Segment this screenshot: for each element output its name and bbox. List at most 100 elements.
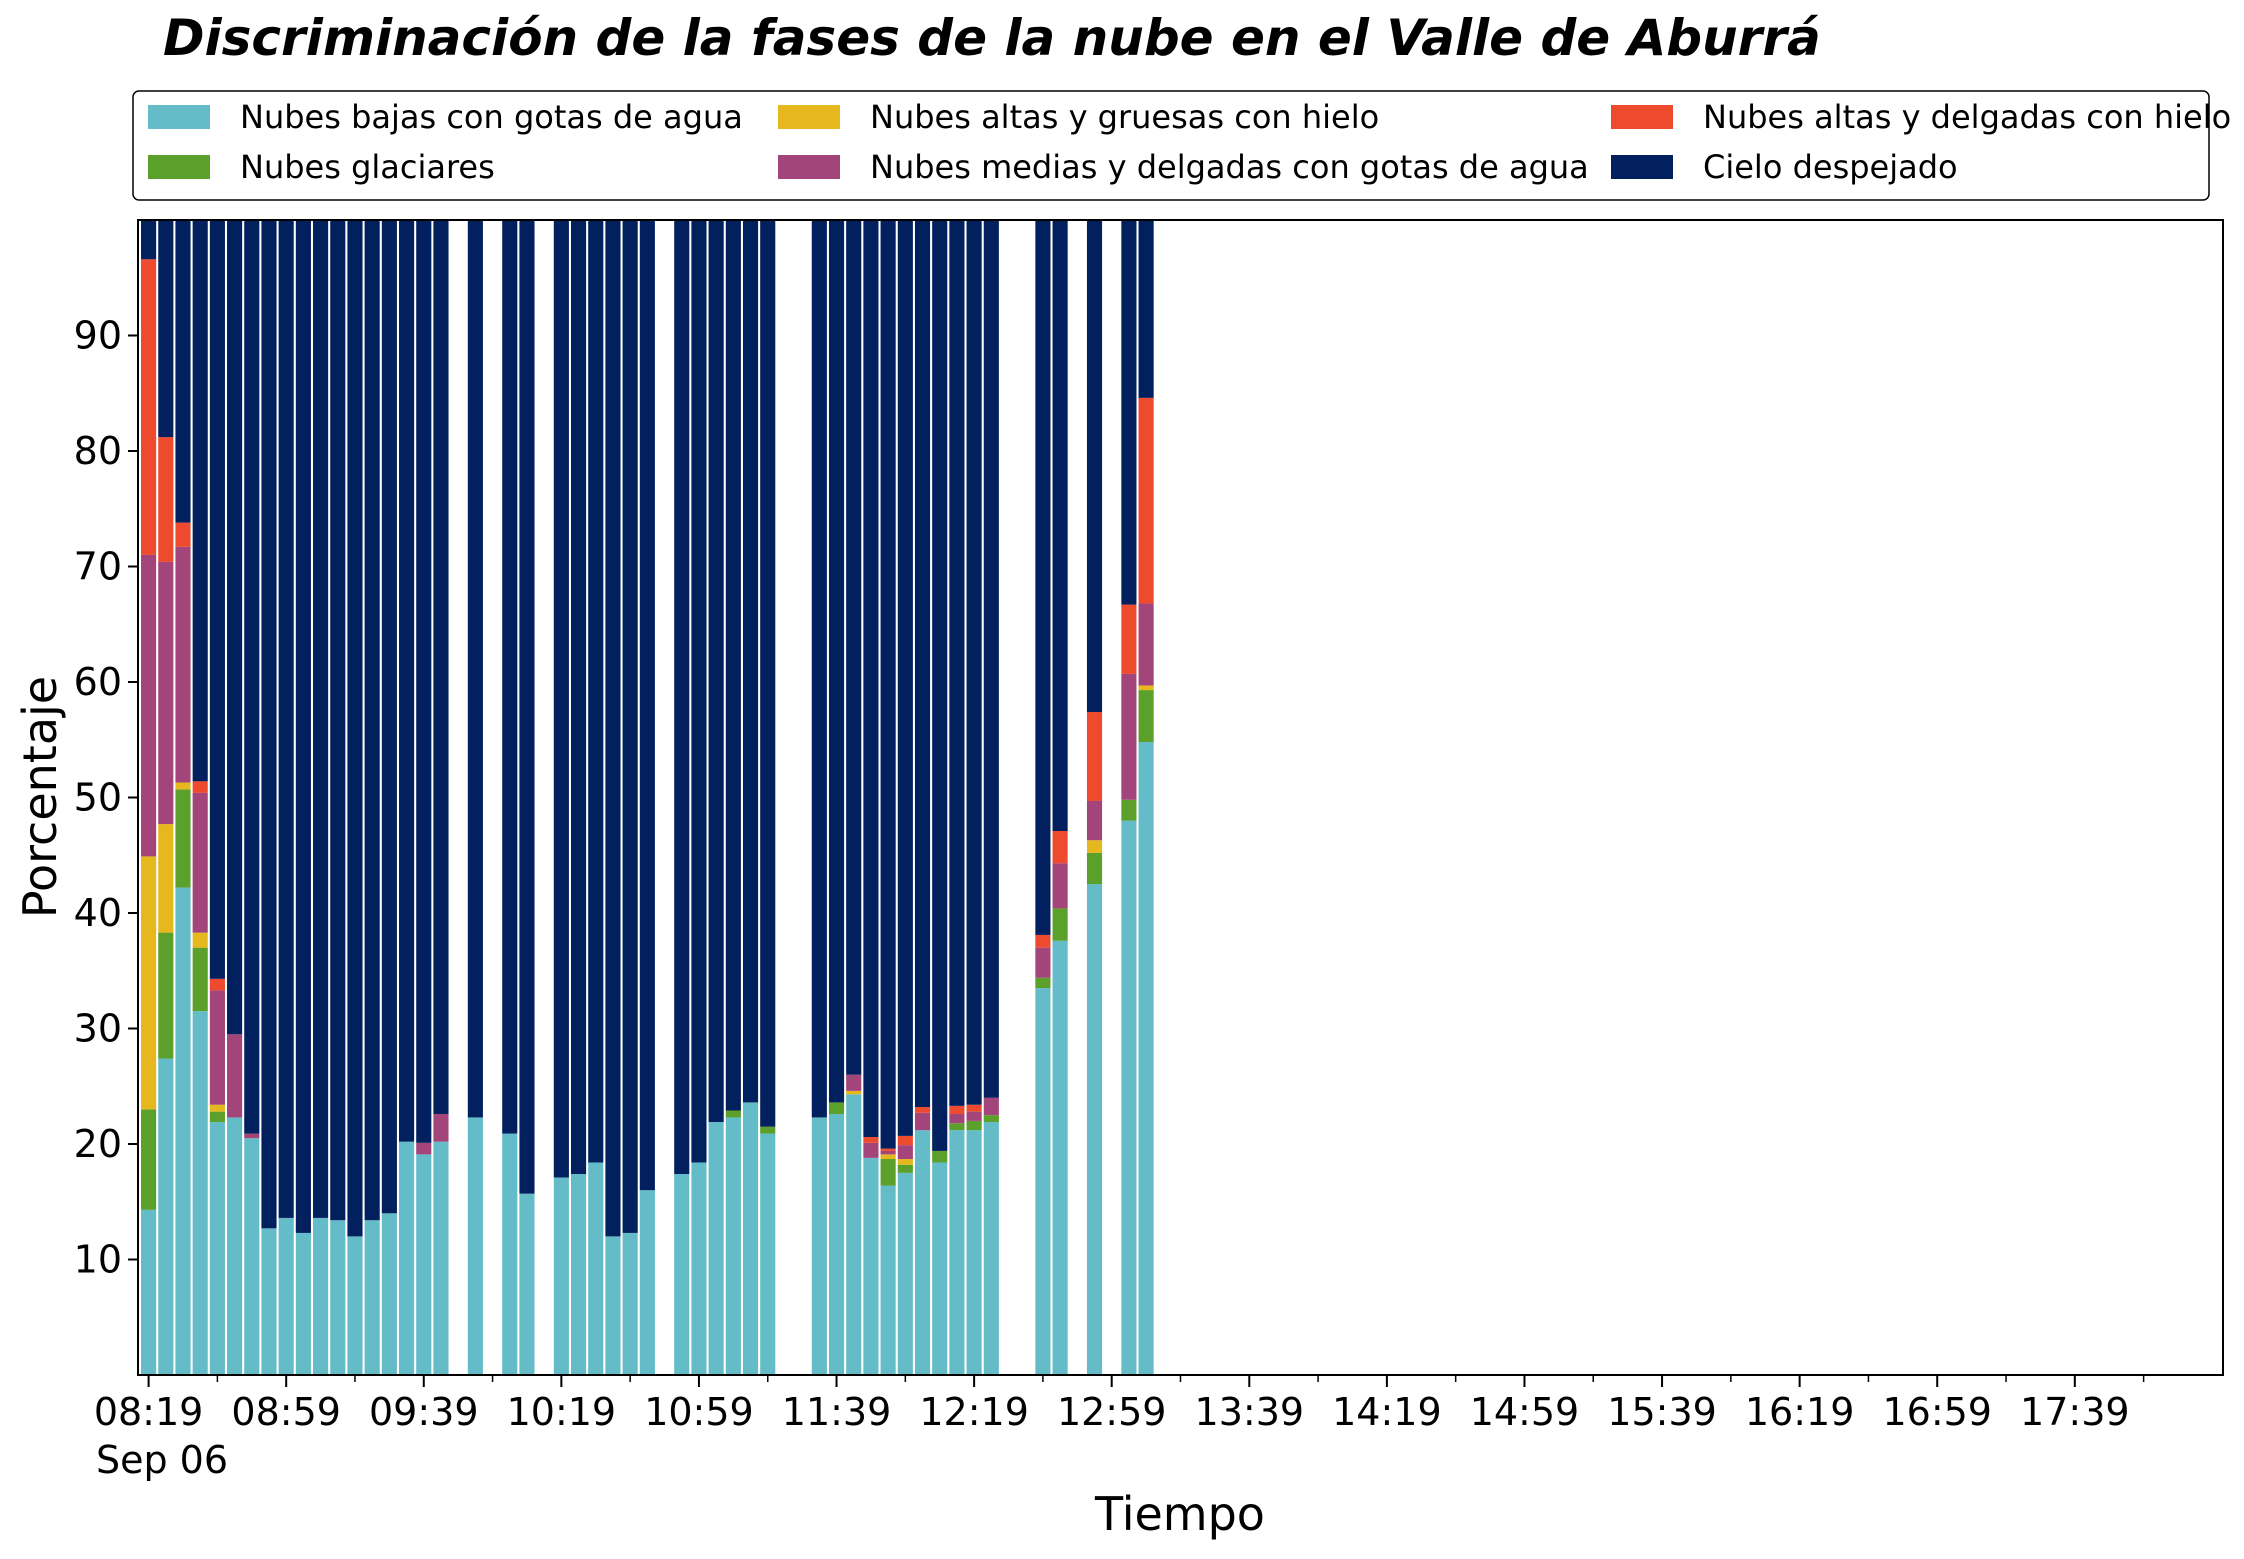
series-1 [141,690,1154,1210]
y-tick-label: 30 [74,1007,122,1051]
bar-segment-4-0824 [158,437,174,562]
legend-swatch [148,155,210,179]
y-tick-label: 50 [74,776,122,820]
bar-segment-5-0904 [295,220,311,1233]
bar-segment-4-0834 [192,781,208,793]
legend-swatch [778,105,840,129]
bar-segment-4-0829 [175,522,191,547]
bar-segment-1-1154 [880,1159,896,1186]
bar-segment-5-0914 [330,220,346,1221]
bar-segment-1-1214 [949,1123,965,1131]
x-tick-label: 14:19 [1332,1390,1442,1434]
bar-segment-4-1239 [1035,934,1051,948]
bar-segment-0-1139 [828,1113,845,1375]
legend-swatch [1611,105,1673,129]
series-2 [141,685,1154,1165]
bar-segment-1-0824 [158,932,174,1059]
bar-segment-5-0854 [261,220,277,1229]
plot-area-frame [137,219,2224,1376]
bar-segment-0-1304 [1121,820,1137,1375]
bar-segment-5-1154 [880,220,896,1149]
bar-segment-5-0929 [381,220,397,1214]
x-tick-label: 09:39 [369,1390,479,1434]
bar-segment-1-1304 [1121,799,1137,821]
bar-segment-0-1309 [1138,742,1154,1375]
series-0 [141,742,1154,1376]
series-3 [141,546,1154,1160]
bar-segment-5-1134 [811,220,827,1118]
bar-segment-5-1224 [983,220,999,1098]
bar-segment-5-1204 [914,220,931,1108]
bar-segment-4-1204 [914,1107,931,1113]
legend-label: Nubes bajas con gotas de agua [240,98,743,136]
bar-segment-0-1024 [570,1174,587,1375]
bar-segment-5-1024 [570,220,587,1175]
bar-segment-4-0839 [209,978,225,991]
bar-segment-1-1109 [725,1110,741,1118]
bar-segment-3-1304 [1121,673,1137,800]
y-tick-label: 70 [74,545,122,589]
bar-segment-0-0834 [192,1011,208,1375]
bar-segment-0-1209 [932,1162,948,1375]
legend-swatch [778,155,840,179]
bar-segment-3-0849 [244,1133,260,1139]
legend-item: Nubes medias y delgadas con gotas de agu… [778,148,1589,186]
bars [141,220,1154,1376]
bar-segment-4-1154 [880,1148,896,1151]
legend-label: Nubes altas y gruesas con hielo [870,98,1379,136]
y-tick-label: 80 [74,429,122,473]
x-axis-label: Tiempo [1094,1487,1265,1541]
bar-segment-1-1219 [966,1120,982,1131]
bar-segment-3-1224 [983,1097,999,1116]
bar-segment-3-0824 [158,561,174,825]
series-5 [141,220,1154,1237]
y-axis: 10 20 30 40 50 60 70 80 90 [74,314,138,1282]
x-tick-label: 16:59 [1882,1390,1992,1434]
bar-segment-4-1159 [897,1135,913,1146]
bar-segment-2-0824 [158,824,174,933]
x-tick-label: 15:39 [1607,1390,1717,1434]
bar-segment-5-0954 [467,220,483,1118]
bar-segment-0-1144 [846,1094,862,1375]
bar-segment-5-1309 [1138,220,1154,398]
bar-segment-3-1214 [949,1113,965,1124]
bar-segment-5-1159 [897,220,913,1136]
bar-segment-5-1044 [639,220,655,1191]
bar-segment-1-0834 [192,947,208,1012]
bar-segment-5-1119 [760,220,776,1127]
bar-segment-5-1059 [691,220,707,1163]
bar-segment-0-0904 [295,1232,311,1375]
bar-segment-5-1034 [605,220,621,1237]
y-tick-label: 60 [74,660,122,704]
bar-segment-5-0819 [141,220,157,260]
legend-frame [132,90,2210,201]
bar-segment-2-0834 [192,932,208,948]
bar-segment-5-1254 [1086,220,1103,713]
bar-segment-3-1309 [1138,603,1154,686]
legend-item: Nubes altas y gruesas con hielo [778,98,1379,136]
legend-label: Nubes altas y delgadas con hielo [1703,98,2231,136]
bar-segment-3-1144 [846,1074,862,1091]
y-tick-label: 90 [74,314,122,358]
bar-segment-4-1304 [1121,604,1137,674]
bar-segment-5-0859 [278,220,294,1218]
bar-segment-0-1219 [966,1130,982,1375]
bar-segment-2-0829 [175,782,191,790]
x-tick-label: 13:39 [1195,1390,1305,1434]
bar-segment-5-0909 [313,220,329,1218]
bar-segment-2-1309 [1138,685,1154,691]
bar-segment-3-0939 [416,1142,432,1155]
bar-segment-0-1019 [553,1177,569,1375]
bar-segment-1-1159 [897,1164,913,1173]
legend-label: Cielo despejado [1703,148,1958,186]
bar-segment-0-1029 [588,1162,604,1375]
bar-segment-0-1004 [502,1133,518,1375]
bar-segment-1-0839 [209,1111,225,1123]
bar-segment-5-1029 [588,220,604,1163]
x-tick-label: 10:59 [644,1390,754,1434]
bar-segment-3-0844 [227,1034,243,1118]
bar-segment-1-1309 [1138,690,1154,743]
bar-segment-0-1109 [725,1117,741,1375]
bar-segment-3-1239 [1035,947,1051,978]
bar-segment-5-1144 [846,220,862,1075]
